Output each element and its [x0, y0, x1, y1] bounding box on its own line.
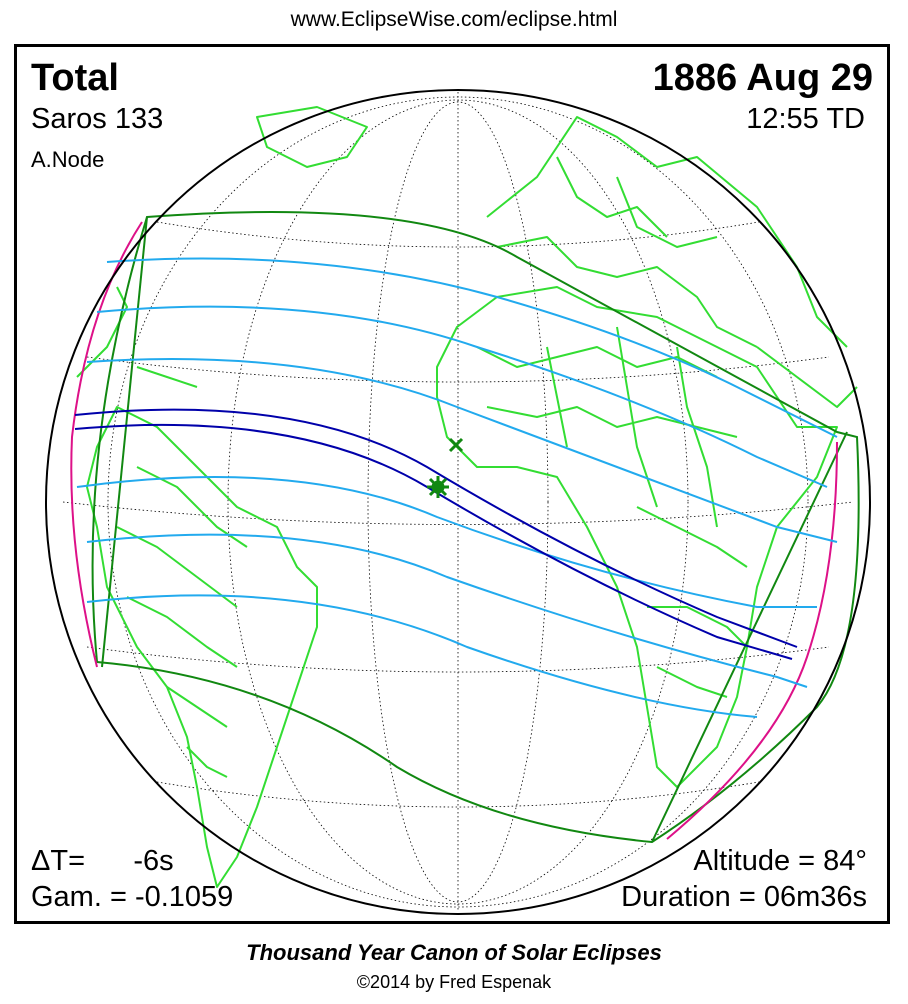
- globe-outline: [45, 89, 871, 915]
- penumbra-limits: [91, 211, 860, 844]
- delta-t: ΔT= -6s: [31, 845, 174, 877]
- eclipse-map-frame: Total Saros 133 A.Node 1886 Aug 29 12:55…: [14, 44, 890, 924]
- gamma-value: Gam. = -0.1059: [31, 881, 234, 913]
- globe-map: [45, 89, 871, 915]
- eclipse-date: 1886 Aug 29: [652, 57, 873, 99]
- canon-title: Thousand Year Canon of Solar Eclipses: [246, 940, 662, 965]
- orbit-node: A.Node: [31, 147, 105, 172]
- graticule: [62, 92, 854, 912]
- eclipse-time: 12:55 TD: [746, 103, 865, 135]
- land-borders: [76, 106, 858, 888]
- sun-altitude: Altitude = 84°: [693, 845, 867, 877]
- copyright: ©2014 by Fred Espenak: [356, 972, 552, 992]
- site-url: www.EclipseWise.com/eclipse.html: [290, 8, 618, 31]
- asterisk-icon: [427, 476, 449, 498]
- saros-number: Saros 133: [31, 103, 164, 135]
- eclipse-type: Total: [31, 57, 119, 99]
- rise-set-curves: [70, 221, 838, 840]
- x-icon: [448, 437, 464, 453]
- totality-duration: Duration = 06m36s: [621, 881, 867, 913]
- eclipse-contours: [76, 257, 838, 718]
